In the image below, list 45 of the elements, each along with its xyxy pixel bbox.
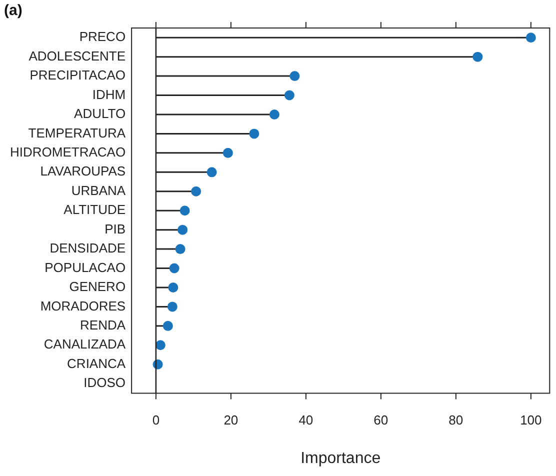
point (472, 52, 483, 62)
y-tick-label: PRECIPITACAO (30, 68, 126, 83)
point (222, 148, 233, 158)
point (178, 224, 188, 235)
x-tick-label: 40 (298, 412, 314, 428)
y-tick-label: LAVAROUPAS (40, 164, 126, 179)
x-tick-label: 0 (152, 412, 160, 428)
y-tick-label: CANALIZADA (44, 336, 126, 352)
point (168, 282, 178, 292)
point (155, 340, 166, 350)
point (526, 32, 536, 43)
point (269, 109, 280, 120)
y-tick-label: URBANA (71, 182, 126, 198)
y-tick-label: PRECO (79, 29, 126, 44)
chart-title: (a) (4, 2, 22, 20)
point (191, 186, 202, 196)
point (175, 244, 186, 254)
x-tick-label: 100 (520, 412, 542, 428)
y-tick-label: MORADORES (40, 298, 126, 314)
y-tick-label: GENERO (69, 279, 126, 294)
point (249, 128, 260, 139)
y-tick-label: TEMPERATURA (28, 125, 126, 140)
y-tick-label: CRIANCA (67, 356, 126, 371)
y-tick-label: ADULTO (74, 106, 126, 122)
y-tick-label: POPULACAO (44, 260, 126, 275)
y-tick-label: ALTITUDE (64, 202, 126, 218)
y-tick-label: ADOLESCENTE (28, 48, 126, 64)
point (152, 359, 163, 370)
point (206, 167, 217, 178)
point (169, 263, 180, 274)
y-tick-label: IDOSO (84, 375, 126, 390)
x-tick-label: 80 (448, 412, 464, 428)
x-axis-title: Importance (300, 450, 381, 467)
y-tick-label: IDHM (92, 86, 126, 102)
x-tick-label: 60 (374, 412, 388, 428)
point (290, 71, 300, 82)
point (162, 320, 173, 331)
x-tick-label: 20 (224, 412, 238, 428)
y-tick-label: PIB (104, 221, 126, 236)
point (284, 90, 294, 100)
point (167, 302, 178, 312)
y-tick-label: DENSIDADE (50, 240, 126, 256)
y-tick-label: RENDA (80, 318, 126, 333)
y-tick-label: HIDROMETRACAO (10, 144, 126, 160)
point (180, 206, 190, 216)
